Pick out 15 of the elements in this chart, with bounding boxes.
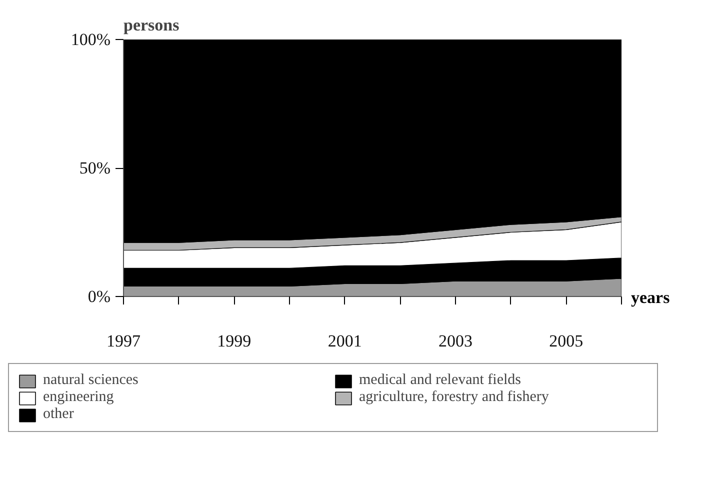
x-tick-label: 2003 [438,332,472,350]
y-tick-label: 100% [70,30,111,49]
x-tick-label: 1999 [217,332,252,350]
legend-label: medical and relevant fields [359,372,522,389]
legend-label: natural sciences [43,372,140,389]
y-tick-label: 50% [79,158,111,178]
legend-label: engineering [43,389,115,406]
legend-label: other [43,406,75,423]
legend-label: agriculture, forestry and fishery [359,389,550,406]
x-tick-label: 2001 [328,332,362,350]
x-tick-label: 2005 [549,332,584,350]
y-axis-title: persons [124,16,180,34]
x-axis-title: years [631,287,670,309]
y-tick-label: 0% [88,287,111,306]
x-tick-label: 1997 [106,332,141,350]
